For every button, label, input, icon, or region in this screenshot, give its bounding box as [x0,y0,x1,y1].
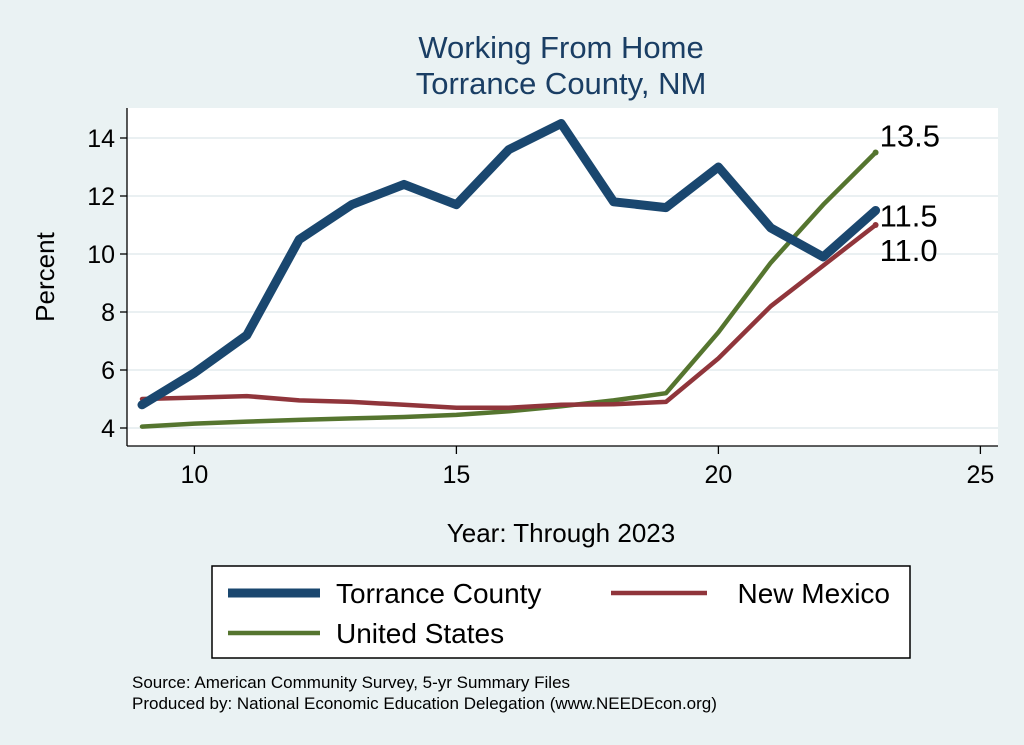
y-tick-label-4: 4 [101,415,115,443]
y-tick-label-10: 10 [87,241,115,269]
series-end-marker-torrance-county [872,207,879,214]
end-labels: 11.511.0 13.5 [880,119,940,269]
x-tick-label-10: 10 [180,461,208,489]
axes: 4 6 8 10 12 14 10 15 20 25 [87,108,998,489]
chart-title-line-2: Torrance County, NM [416,66,707,101]
x-axis-title: Year: Through 2023 [447,518,675,548]
legend: Torrance County New Mexico United States [228,578,890,649]
end-label-torrance-county: 11.5 [880,199,938,234]
source-line-2: Produced by: National Economic Education… [132,694,717,713]
legend-label-torrance-county: Torrance County [336,578,541,609]
x-tick-label-15: 15 [442,461,470,489]
series-end-marker-new-mexico [872,222,879,228]
series-layer [137,119,881,429]
chart-title-line-1: Working From Home [418,30,703,65]
end-label-united-states: 13.5 [880,119,940,154]
y-tick-label-14: 14 [87,125,115,153]
y-tick-label-8: 8 [101,299,115,327]
y-axis-title: Percent [30,231,60,321]
series-end-marker-united-states [872,149,879,156]
end-label-new-mexico: 11.0 [880,233,938,268]
gridlines [127,137,998,429]
y-tick-label-12: 12 [87,183,115,211]
legend-box [211,565,911,659]
series-line-new-mexico [139,222,878,410]
series-line-united-states [139,150,878,429]
y-tick-label-6: 6 [101,357,115,385]
plot-area [127,108,998,446]
x-tick-label-25: 25 [966,461,994,489]
x-tick-label-20: 20 [704,461,732,489]
source-line-1: Source: American Community Survey, 5-yr … [132,673,570,692]
series-line-torrance-county [137,119,881,410]
legend-label-united-states: United States [336,618,504,649]
legend-label-new-mexico: New Mexico [738,578,890,609]
